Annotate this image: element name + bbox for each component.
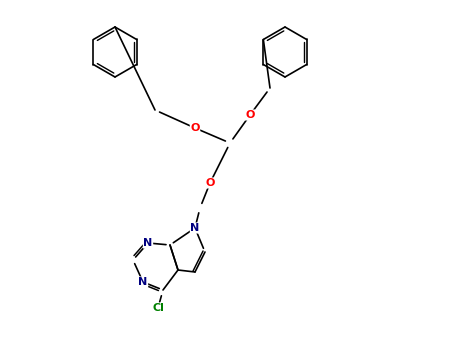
Text: Cl: Cl	[152, 303, 164, 313]
Text: N: N	[138, 277, 147, 287]
Text: O: O	[245, 110, 255, 120]
Text: N: N	[143, 238, 152, 248]
Text: N: N	[190, 223, 200, 233]
Text: O: O	[205, 178, 215, 188]
Text: O: O	[190, 123, 200, 133]
